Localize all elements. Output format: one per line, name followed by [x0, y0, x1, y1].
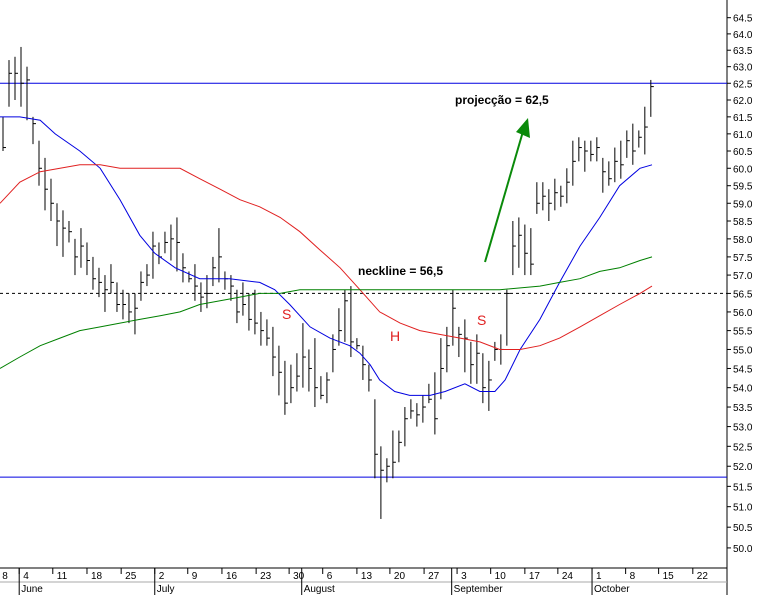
y-tick-label: 58.5 — [733, 217, 753, 228]
y-tick-label: 54.5 — [733, 364, 753, 375]
y-tick-label: 58.0 — [733, 235, 753, 246]
y-tick-label: 53.5 — [733, 403, 753, 414]
x-tick-label: 6 — [327, 571, 333, 582]
y-tick-label: 59.5 — [733, 182, 753, 193]
y-tick-label: 51.0 — [733, 503, 753, 514]
month-label: October — [594, 584, 630, 595]
x-tick-label: 18 — [91, 571, 103, 582]
y-tick-label: 64.0 — [733, 30, 753, 41]
moving-average — [0, 164, 653, 350]
y-tick-label: 60.5 — [733, 147, 753, 158]
y-tick-label: 51.5 — [733, 482, 753, 493]
y-tick-label: 56.0 — [733, 308, 753, 319]
y-tick-label: 52.5 — [733, 442, 753, 453]
annotation: neckline = 56,5 — [358, 264, 443, 278]
y-tick-label: 50.0 — [733, 544, 753, 555]
y-tick-label: 61.5 — [733, 113, 753, 124]
x-tick-label: 30 — [293, 571, 305, 582]
pattern-label: H — [390, 328, 400, 344]
y-tick-label: 55.5 — [733, 327, 753, 338]
x-tick-label: 2 — [159, 571, 165, 582]
y-tick-label: 56.5 — [733, 289, 753, 300]
y-tick-label: 55.0 — [733, 345, 753, 356]
y-tick-label: 50.5 — [733, 523, 753, 534]
x-tick-label: 8 — [630, 571, 636, 582]
moving-average — [0, 116, 653, 396]
y-tick-label: 57.0 — [733, 271, 753, 282]
y-tick-label: 53.0 — [733, 423, 753, 434]
x-tick-label: 15 — [663, 571, 675, 582]
moving-average — [0, 256, 653, 369]
y-tick-label: 57.5 — [733, 253, 753, 264]
marks — [0, 46, 727, 519]
pattern-label: S — [282, 306, 291, 322]
y-tick-label: 62.0 — [733, 96, 753, 107]
month-label: August — [304, 584, 335, 595]
y-tick-label: 63.0 — [733, 63, 753, 74]
x-tick-label: 27 — [428, 571, 440, 582]
x-tick-label: 25 — [125, 571, 137, 582]
x-tick-label: 10 — [495, 571, 507, 582]
y-tick-label: 60.0 — [733, 164, 753, 175]
y-tick-label: 61.0 — [733, 130, 753, 141]
y-tick-label: 52.0 — [733, 462, 753, 473]
month-label: September — [454, 584, 504, 595]
y-tick-label: 63.5 — [733, 46, 753, 57]
arrow-head — [516, 118, 530, 138]
pattern-label: S — [477, 312, 486, 328]
x-tick-label: 13 — [361, 571, 373, 582]
x-tick-label: 22 — [697, 571, 709, 582]
x-tick-label: 24 — [562, 571, 574, 582]
x-tick-label: 1 — [596, 571, 602, 582]
x-tick-label: 3 — [461, 571, 467, 582]
y-tick-label: 62.5 — [733, 79, 753, 90]
x-tick-label: 16 — [226, 571, 238, 582]
plot-area — [0, 0, 727, 568]
arrow-shaft — [484, 127, 525, 263]
x-tick-label: 11 — [57, 571, 68, 582]
x-tick-label: 9 — [192, 571, 198, 582]
y-tick-label: 54.0 — [733, 384, 753, 395]
x-tick-label: 23 — [260, 571, 272, 582]
y-tick-label: 64.5 — [733, 14, 753, 25]
x-tick-label: 4 — [23, 571, 29, 582]
y-tick-label: 59.0 — [733, 199, 753, 210]
x-tick-label: 17 — [529, 571, 541, 582]
x-tick-label: 20 — [394, 571, 406, 582]
x-tick-label: 8 — [2, 571, 8, 582]
annotation: projecção = 62,5 — [455, 93, 549, 107]
month-label: June — [21, 584, 43, 595]
month-label: July — [157, 584, 175, 595]
